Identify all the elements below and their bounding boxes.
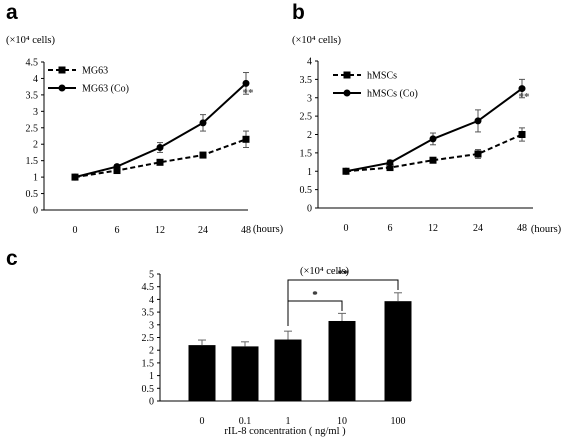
x-tick-label: 0.1 bbox=[239, 416, 252, 427]
panel-letter: c bbox=[6, 247, 18, 270]
legend-marker-circle bbox=[58, 84, 66, 92]
y-tick-label: 1.5 bbox=[26, 156, 39, 167]
significance-label: * bbox=[312, 289, 318, 301]
x-tick-label: 24 bbox=[198, 225, 208, 236]
legend-marker-square bbox=[343, 71, 351, 79]
legend-label: MG63 (Co) bbox=[82, 84, 129, 95]
panel-letter: a bbox=[6, 1, 18, 24]
data-point-circle bbox=[71, 173, 79, 181]
data-point-circle bbox=[429, 135, 437, 143]
legend-marker-circle bbox=[343, 89, 351, 97]
significance-label: ** bbox=[243, 87, 255, 99]
data-point-square bbox=[518, 131, 526, 138]
y-tick-label: 2.5 bbox=[142, 333, 155, 344]
x-tick-label: 1 bbox=[286, 416, 291, 427]
bar bbox=[384, 301, 412, 401]
y-tick-label: 1 bbox=[307, 167, 312, 178]
x-tick-label: 0 bbox=[344, 223, 349, 234]
series-line-mg63 bbox=[74, 138, 247, 179]
y-tick-label: 0 bbox=[149, 397, 154, 408]
legend-label: hMSCs bbox=[367, 71, 397, 82]
y-tick-label: 1.5 bbox=[142, 358, 155, 369]
y-tick-label: 0 bbox=[33, 206, 38, 217]
y-tick-label: 3.5 bbox=[142, 308, 155, 319]
data-point-square bbox=[199, 151, 207, 159]
data-point-circle bbox=[386, 159, 394, 167]
y-tick-label: 0.5 bbox=[26, 189, 39, 200]
y-tick-label: 5 bbox=[149, 270, 154, 281]
y-tick-label: 1 bbox=[33, 173, 38, 184]
y-tick-label: 3 bbox=[33, 107, 38, 118]
bar bbox=[274, 339, 302, 401]
data-point-circle bbox=[518, 85, 526, 93]
x-axis-label: (hours) bbox=[253, 224, 284, 235]
y-tick-label: 4 bbox=[149, 295, 154, 306]
x-tick-label: 0 bbox=[200, 416, 205, 427]
x-axis-label: rIL-8 concentration ( ng/ml ) bbox=[224, 426, 346, 437]
unit-label: (×10⁴ cells) bbox=[6, 35, 55, 46]
bar bbox=[231, 346, 259, 401]
data-point-square bbox=[156, 158, 164, 166]
y-tick-label: 2 bbox=[307, 130, 312, 141]
y-tick-label: 0.5 bbox=[300, 185, 313, 196]
data-point-circle bbox=[156, 144, 164, 152]
y-tick-label: 3.5 bbox=[26, 90, 39, 101]
significance-label: ** bbox=[519, 91, 531, 103]
y-tick-label: 4.5 bbox=[26, 58, 39, 69]
unit-label: (×10⁴ cells) bbox=[292, 35, 341, 46]
legend-label: MG63 bbox=[82, 66, 108, 77]
x-tick-label: 24 bbox=[473, 223, 483, 234]
data-point-circle bbox=[242, 79, 250, 87]
legend-label: hMSCs (Co) bbox=[367, 89, 418, 100]
x-tick-label: 48 bbox=[517, 223, 527, 234]
y-tick-label: 1.5 bbox=[300, 148, 313, 159]
panel-letter: b bbox=[292, 1, 305, 24]
data-point-square bbox=[474, 150, 482, 158]
bar bbox=[188, 345, 216, 401]
unit-label: (×10⁴ cells) bbox=[300, 266, 349, 277]
legend-marker-square bbox=[58, 66, 66, 74]
data-point-circle bbox=[342, 167, 350, 175]
y-tick-label: 3 bbox=[307, 93, 312, 104]
y-tick-label: 4.5 bbox=[142, 282, 155, 293]
data-point-circle bbox=[474, 117, 482, 125]
significance-label: ** bbox=[338, 268, 350, 280]
y-tick-label: 3 bbox=[149, 320, 154, 331]
x-tick-label: 0 bbox=[73, 225, 78, 236]
x-tick-label: 10 bbox=[337, 416, 347, 427]
x-tick-label: 48 bbox=[241, 225, 251, 236]
x-tick-label: 100 bbox=[391, 416, 406, 427]
data-point-circle bbox=[199, 119, 207, 127]
significance-bracket bbox=[287, 279, 399, 326]
x-tick-label: 12 bbox=[428, 223, 438, 234]
data-point-square bbox=[429, 156, 437, 164]
x-tick-label: 12 bbox=[155, 225, 165, 236]
y-tick-label: 0 bbox=[307, 204, 312, 215]
bar bbox=[328, 320, 356, 401]
y-tick-label: 2.5 bbox=[300, 112, 313, 123]
y-tick-label: 3.5 bbox=[300, 75, 313, 86]
y-tick-label: 2 bbox=[33, 140, 38, 151]
x-axis-label: (hours) bbox=[531, 224, 562, 235]
x-tick-label: 6 bbox=[115, 225, 120, 236]
chart-panel-b: b (×10⁴ cells) 0 0.5 1 1.5 2 2.5 3 3.5 4 0 6 12 24 48 (h… bbox=[292, 1, 562, 235]
data-point-circle bbox=[113, 163, 121, 171]
chart-panel-c: c (×10⁴ cells) 0 0.5 1 1.52 2.5 33.5 4 4.55 0 0.1 1 1… bbox=[6, 247, 412, 437]
data-point-square bbox=[242, 135, 250, 143]
y-tick-label: 4 bbox=[33, 74, 38, 85]
chart-panel-a: a (×10⁴ cells) 0 0.5 1 1.5 2 2.5 3 3.5 4 4.5 0 6 12 24 4… bbox=[6, 1, 284, 236]
y-tick-label: 2.5 bbox=[26, 123, 39, 134]
data-point-square bbox=[113, 167, 121, 175]
y-tick-label: 1 bbox=[149, 371, 154, 382]
y-tick-label: 4 bbox=[307, 57, 312, 68]
data-point-square bbox=[386, 164, 394, 172]
y-tick-label: 2 bbox=[149, 346, 154, 357]
y-tick-label: 0.5 bbox=[142, 384, 155, 395]
x-tick-label: 6 bbox=[388, 223, 393, 234]
